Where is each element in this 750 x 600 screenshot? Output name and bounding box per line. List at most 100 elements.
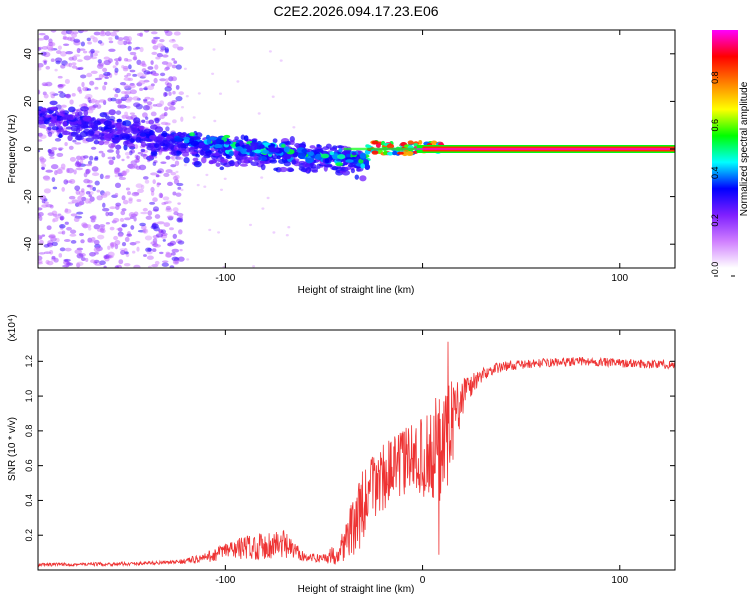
heatmap-marks xyxy=(38,30,675,268)
heatmap-cell xyxy=(146,71,153,75)
heatmap-cell xyxy=(320,153,329,159)
heatmap-cell xyxy=(102,192,108,196)
heatmap-cell xyxy=(80,41,86,47)
heatmap-cell xyxy=(150,31,158,35)
heatmap-cell xyxy=(155,174,160,178)
heatmap-cell xyxy=(119,133,129,137)
heatmap-cell xyxy=(128,197,133,201)
heatmap-cell xyxy=(38,149,41,153)
heatmap-cell xyxy=(85,163,93,167)
heatmap-cell xyxy=(347,163,355,168)
heatmap-cell xyxy=(41,45,49,50)
heatmap-cell xyxy=(305,157,315,164)
heatmap-cell xyxy=(126,233,133,237)
heatmap-cell xyxy=(78,89,83,94)
heatmap-cell xyxy=(162,196,170,201)
heatmap-cell xyxy=(301,148,308,154)
heatmap-cell xyxy=(272,138,278,144)
heatmap-cell xyxy=(219,92,222,95)
heatmap-cell xyxy=(114,182,122,189)
heatmap-cell xyxy=(38,67,42,71)
heatmap-cell xyxy=(166,143,175,149)
heatmap-cell xyxy=(38,259,43,264)
heatmap-cell xyxy=(132,96,140,101)
heatmap-cell xyxy=(52,219,56,223)
spectrogram-y-tick-label: -40 xyxy=(23,237,34,252)
heatmap-cell xyxy=(243,135,249,142)
snr-x-tick-label: -100 xyxy=(215,575,235,586)
heatmap-cell xyxy=(114,93,119,98)
heatmap-cell xyxy=(85,257,89,262)
heatmap-cell xyxy=(112,30,120,33)
heatmap-cell xyxy=(63,43,70,47)
heatmap-cell xyxy=(336,145,345,149)
heatmap-cell xyxy=(118,104,126,109)
heatmap-cell xyxy=(87,41,92,45)
heatmap-cell xyxy=(68,106,76,113)
heatmap-cell xyxy=(107,156,114,160)
heatmap-cell xyxy=(91,98,95,104)
heatmap-cell xyxy=(131,191,140,197)
heatmap-cell xyxy=(65,126,73,130)
heatmap-cell xyxy=(55,215,61,219)
heatmap-cell xyxy=(192,116,196,119)
spectrogram-x-tick-label: 100 xyxy=(611,273,628,284)
spectrogram-x-ticks: -100 100 xyxy=(215,30,629,284)
snr-frame-bg xyxy=(38,330,675,570)
heatmap-cell xyxy=(203,185,207,188)
heatmap-cell xyxy=(93,247,101,253)
heatmap-cell xyxy=(63,179,69,185)
heatmap-cell xyxy=(151,248,157,252)
heatmap-cell xyxy=(38,132,43,138)
heatmap-cell xyxy=(163,111,168,117)
spectrogram-panel: -100 100 -40 -20 0 20 40 Height of straight l… xyxy=(7,29,676,296)
heatmap-cell xyxy=(375,143,381,148)
heatmap-cell xyxy=(222,265,226,268)
heatmap-cell xyxy=(124,74,129,78)
heatmap-cell xyxy=(133,54,137,61)
heatmap-cell xyxy=(168,91,172,96)
heatmap-cell xyxy=(90,35,95,40)
heatmap-cell xyxy=(164,30,169,34)
heatmap-cell xyxy=(62,36,70,41)
heatmap-cell xyxy=(162,144,169,150)
heatmap-cell xyxy=(132,73,138,77)
heatmap-cell xyxy=(57,75,63,79)
heatmap-cell xyxy=(156,135,165,141)
heatmap-cell xyxy=(149,201,156,205)
heatmap-cell xyxy=(47,133,53,138)
heatmap-cell xyxy=(132,121,141,127)
heatmap-cell xyxy=(163,172,170,178)
heatmap-cell xyxy=(351,152,357,156)
heatmap-cell xyxy=(430,140,438,146)
heatmap-cell xyxy=(172,233,178,239)
heatmap-cell xyxy=(220,188,223,191)
heatmap-cell xyxy=(116,118,123,123)
heatmap-cell xyxy=(121,114,127,119)
heatmap-cell xyxy=(345,153,351,158)
heatmap-cell xyxy=(157,221,165,225)
heatmap-cell xyxy=(90,48,95,54)
heatmap-cell xyxy=(323,164,333,168)
snr-y-tick-label: 0.6 xyxy=(24,459,34,472)
heatmap-cell xyxy=(122,199,129,205)
heatmap-cell xyxy=(129,241,137,246)
heatmap-cell xyxy=(67,135,73,141)
heatmap-cell xyxy=(139,46,144,53)
heatmap-cell xyxy=(102,202,106,208)
heatmap-cell xyxy=(103,265,107,268)
heatmap-cell xyxy=(94,155,99,160)
heatmap-cell xyxy=(314,153,323,160)
heatmap-cell xyxy=(171,248,180,253)
heatmap-cell xyxy=(54,137,62,142)
heatmap-cell xyxy=(354,174,360,180)
heatmap-cell xyxy=(178,91,185,96)
heatmap-cell xyxy=(69,156,77,162)
heatmap-cell xyxy=(213,143,223,149)
heatmap-cell xyxy=(128,64,132,70)
heatmap-cell xyxy=(177,202,181,205)
heatmap-cell xyxy=(71,92,76,97)
heatmap-cell xyxy=(174,259,179,264)
heatmap-cell xyxy=(119,248,126,251)
heatmap-cell xyxy=(68,195,76,200)
